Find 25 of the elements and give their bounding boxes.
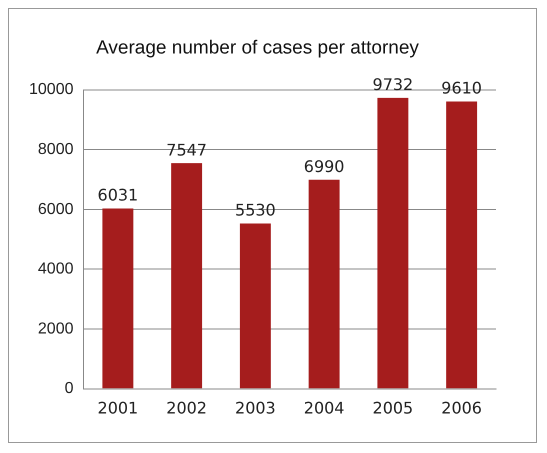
- bar: [240, 223, 271, 388]
- x-tick-label: 2004: [304, 398, 344, 418]
- y-tick-label: 8000: [38, 141, 74, 158]
- data-label: 6990: [304, 156, 344, 176]
- y-tick-label: 4000: [38, 260, 74, 278]
- data-label: 7547: [166, 140, 207, 160]
- data-label: 5530: [235, 200, 276, 220]
- x-tick-label: 2005: [372, 398, 414, 418]
- x-tick-label: 2003: [235, 398, 276, 418]
- data-label: 6031: [98, 186, 138, 205]
- bar: [171, 163, 202, 388]
- data-label: 9732: [372, 74, 414, 94]
- chart-title: Average number of cases per attorney: [96, 38, 420, 59]
- data-label: 9610: [441, 78, 482, 98]
- bar: [308, 180, 340, 388]
- x-tick-label: 2001: [98, 398, 138, 418]
- y-tick-label: 10000: [28, 81, 74, 98]
- bar: [102, 208, 134, 388]
- y-tick-label: 6000: [38, 200, 74, 218]
- y-tick-label: 2000: [38, 320, 74, 338]
- x-tick-label: 2006: [441, 398, 482, 418]
- bar: [377, 98, 408, 388]
- bar: [446, 101, 478, 388]
- x-tick-label: 2002: [166, 398, 207, 418]
- y-tick-label: 0: [64, 380, 74, 398]
